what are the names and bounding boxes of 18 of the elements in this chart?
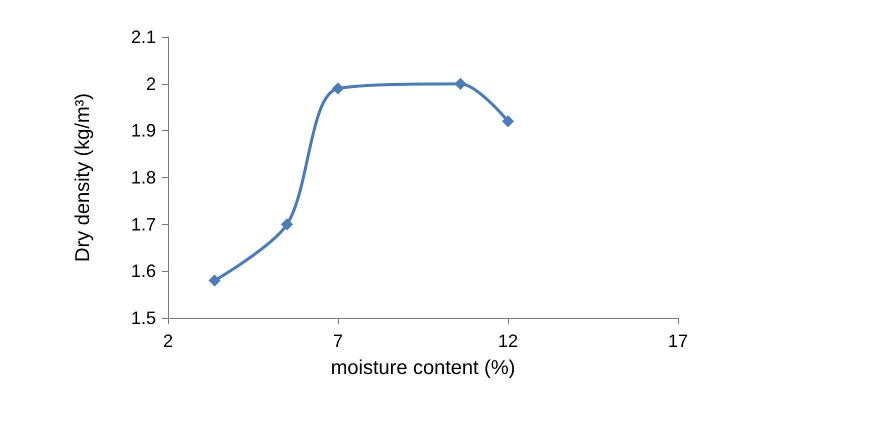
x-tick-label: 12 (498, 331, 518, 351)
y-tick-label: 2 (146, 74, 156, 94)
point (502, 115, 514, 128)
y-tick-label: 1.5 (130, 308, 156, 328)
y-tick-label: 1.9 (130, 120, 156, 141)
x-tick-label: 17 (668, 331, 688, 351)
point (281, 218, 293, 230)
y-axis-title: Dry density (kg/m³) (72, 93, 94, 262)
x-tick-label: 2 (162, 331, 174, 351)
point (454, 78, 466, 90)
point (208, 274, 221, 287)
y-tick-label: 1.6 (130, 261, 156, 282)
y-tick-label: 2.1 (130, 27, 156, 47)
y-tick-label: 1.7 (130, 214, 156, 234)
point (332, 82, 344, 95)
y-tick-label: 1.8 (130, 168, 156, 188)
x-axis-title: moisture content (%) (330, 357, 516, 379)
x-tick-label: 7 (332, 331, 344, 351)
